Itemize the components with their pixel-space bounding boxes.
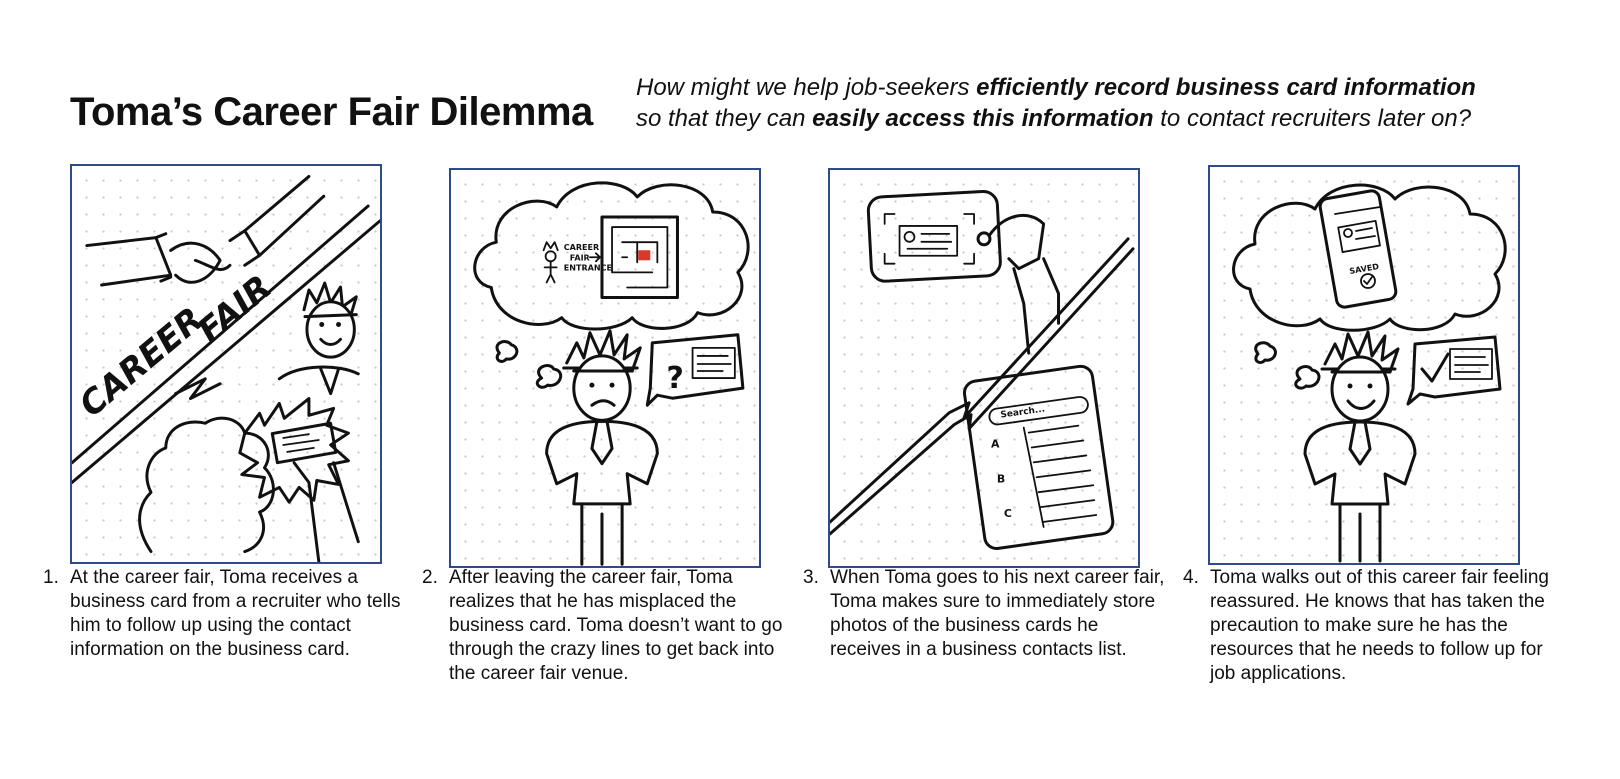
hmw-line-1-text: How might we help job-seekers xyxy=(636,74,977,101)
list-letter-b: B xyxy=(997,472,1005,485)
question-mark: ? xyxy=(666,361,684,396)
reassured-sketch: SAVED xyxy=(1232,183,1507,563)
list-letter-c: C xyxy=(1004,507,1012,520)
storyboard-panel-2: CAREER FAIR ENTRANCE ? xyxy=(449,168,761,568)
panel-3-caption-text: When Toma goes to his next career fair, … xyxy=(830,567,1165,660)
panel-1-caption-text: At the career fair, Toma receives a busi… xyxy=(70,567,401,660)
photo-card-sketch: Search... A B C xyxy=(830,190,1135,550)
panel-3-number: 3. xyxy=(803,567,819,588)
storyboard-panel-3: Search... A B C xyxy=(828,168,1140,568)
hmw-line-2: so that they can easily access this info… xyxy=(636,103,1476,134)
panel-3-caption: 3. When Toma goes to his next career fai… xyxy=(803,566,1170,662)
fair-label: FAIR xyxy=(570,253,591,262)
hmw-line-2-emphasis: easily access this information xyxy=(812,105,1154,132)
storyboard-panel-4: SAVED xyxy=(1208,165,1520,565)
panel-4-caption: 4. Toma walks out of this career fair fe… xyxy=(1183,566,1550,686)
how-might-we-statement: How might we help job-seekers efficientl… xyxy=(636,72,1476,134)
panel-2-number: 2. xyxy=(422,567,438,588)
handshake-sketch: CAREER FAIR xyxy=(72,174,380,562)
hmw-line-1-emphasis: efficiently record business card informa… xyxy=(976,74,1476,101)
panel-1-number: 1. xyxy=(43,567,59,588)
storyboard-panel-1: CAREER FAIR xyxy=(70,164,382,564)
panel-2-caption: 2. After leaving the career fair, Toma r… xyxy=(422,566,789,686)
panel-1-caption: 1. At the career fair, Toma receives a b… xyxy=(43,566,410,662)
page-title: Toma’s Career Fair Dilemma xyxy=(70,90,593,134)
hmw-line-2-text: so that they can xyxy=(636,105,813,132)
lost-card-sketch: CAREER FAIR ENTRANCE ? xyxy=(473,181,750,566)
entrance-label: ENTRANCE xyxy=(564,263,612,272)
career-label: CAREER xyxy=(564,243,600,252)
hmw-line-1: How might we help job-seekers efficientl… xyxy=(636,72,1476,103)
list-letter-a: A xyxy=(991,437,1000,450)
panel-4-number: 4. xyxy=(1183,567,1199,588)
maze-goal-marker xyxy=(638,250,651,261)
panel-2-caption-text: After leaving the career fair, Toma real… xyxy=(449,567,783,684)
panel-4-caption-text: Toma walks out of this career fair feeli… xyxy=(1210,567,1549,684)
hmw-line-2-end: to contact recruiters later on? xyxy=(1153,105,1472,132)
